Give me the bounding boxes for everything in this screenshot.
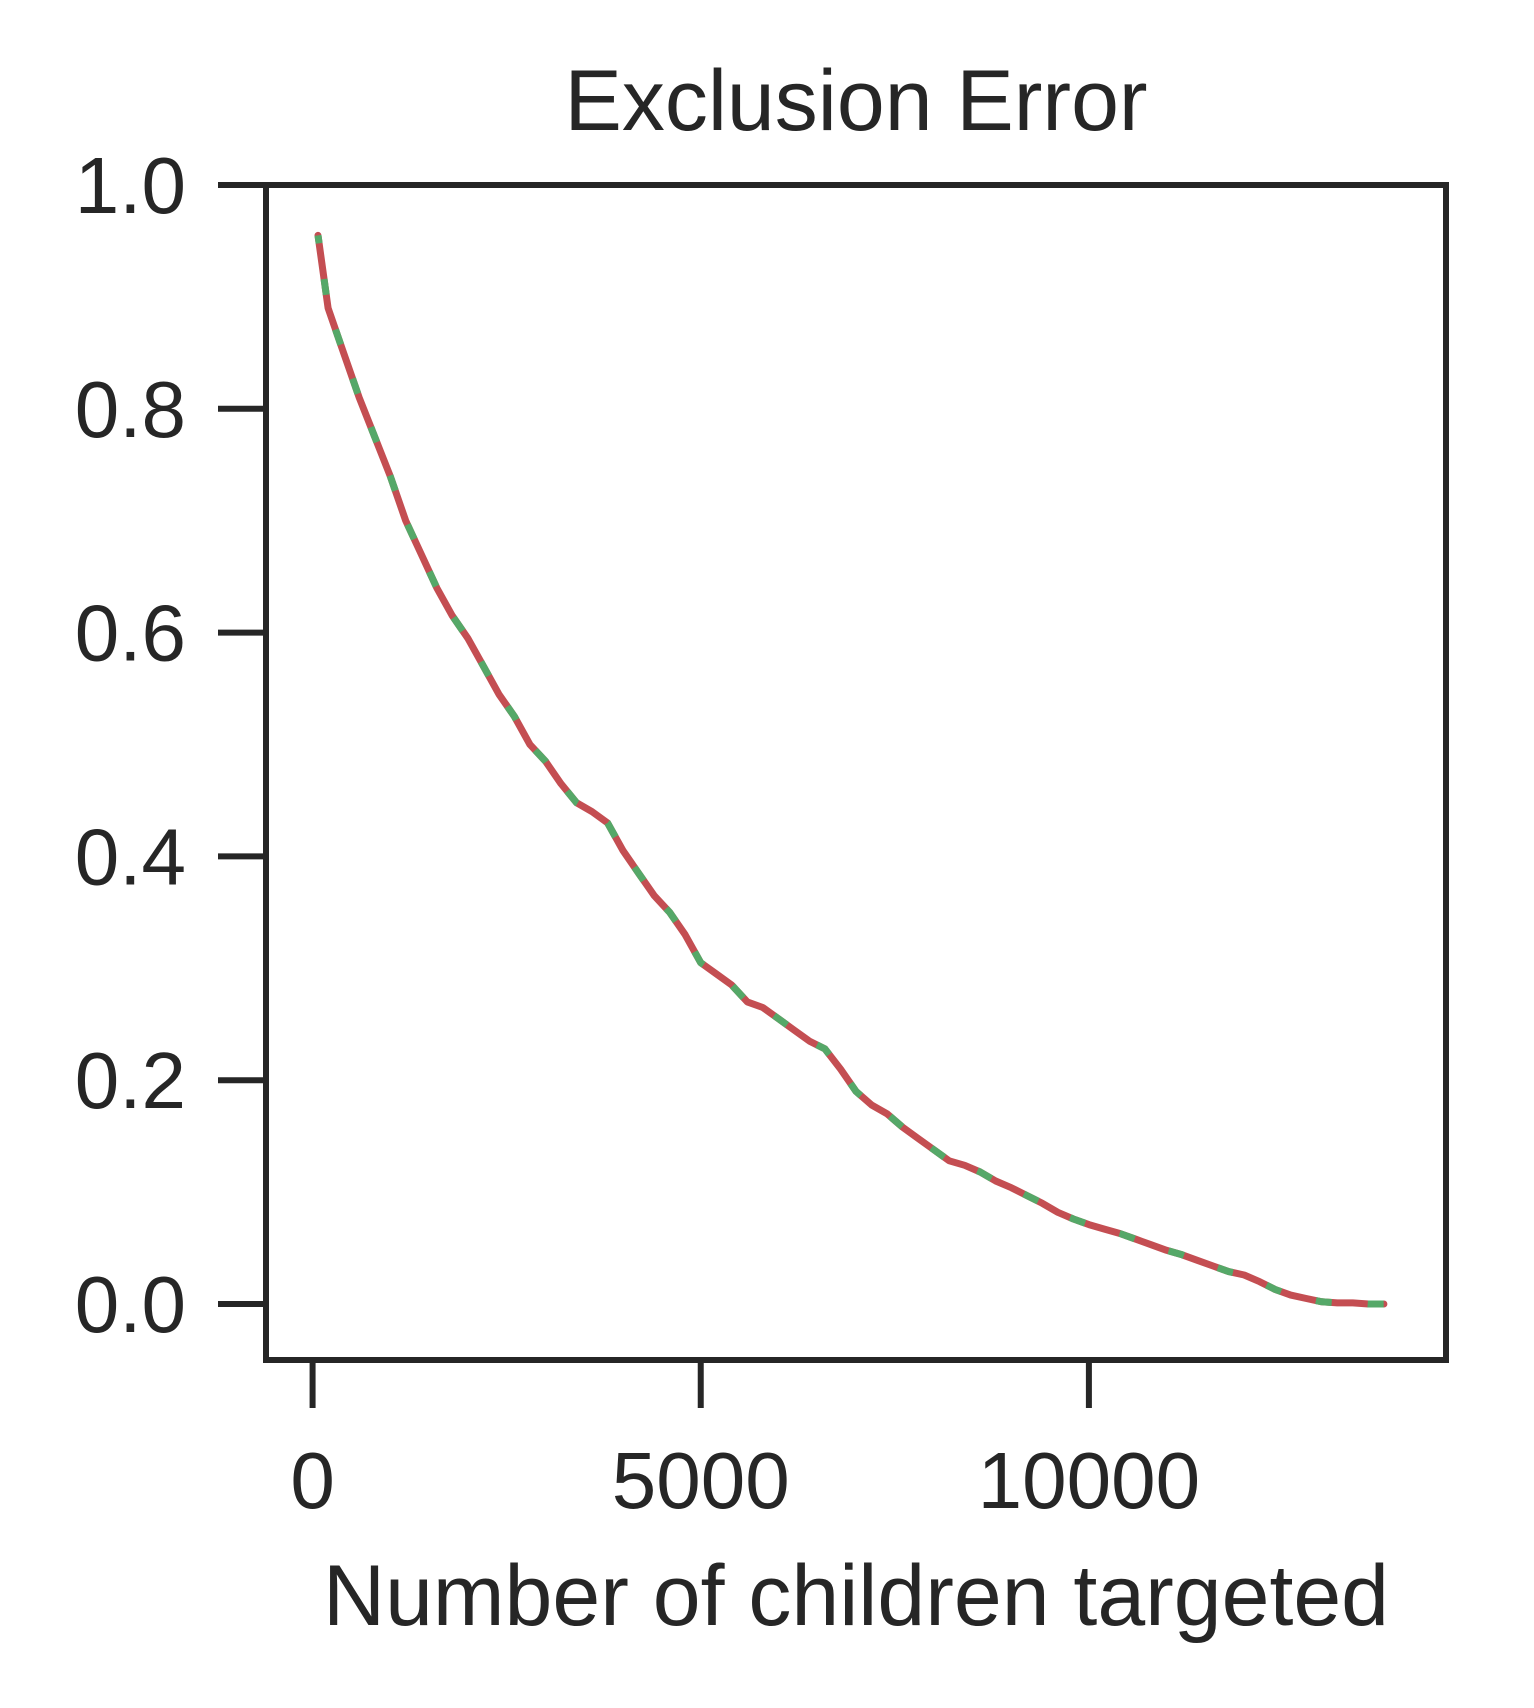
series-line-dash: [314, 234, 1384, 1308]
y-axis: 0.0 0.2 0.4 0.6 0.8 1.0: [75, 141, 266, 1349]
x-tick-label: 0: [290, 1436, 335, 1525]
y-tick-label: 0.4: [75, 812, 186, 901]
chart-title: Exclusion Error: [564, 53, 1147, 149]
plot-area: [314, 231, 1388, 1308]
x-tick-label: 5000: [612, 1436, 790, 1525]
y-tick-label: 0.8: [75, 365, 186, 454]
x-axis: 0 5000 10000: [290, 1360, 1200, 1525]
y-tick-label: 0.0: [75, 1260, 186, 1349]
plot-frame: [263, 182, 1449, 1363]
y-tick-label: 0.6: [75, 589, 186, 678]
x-axis-label: Number of children targeted: [323, 1548, 1389, 1644]
y-tick-label: 1.0: [75, 141, 186, 230]
series-line: [314, 231, 1388, 1308]
x-tick-label: 10000: [978, 1436, 1200, 1525]
y-tick-label: 0.2: [75, 1036, 186, 1125]
